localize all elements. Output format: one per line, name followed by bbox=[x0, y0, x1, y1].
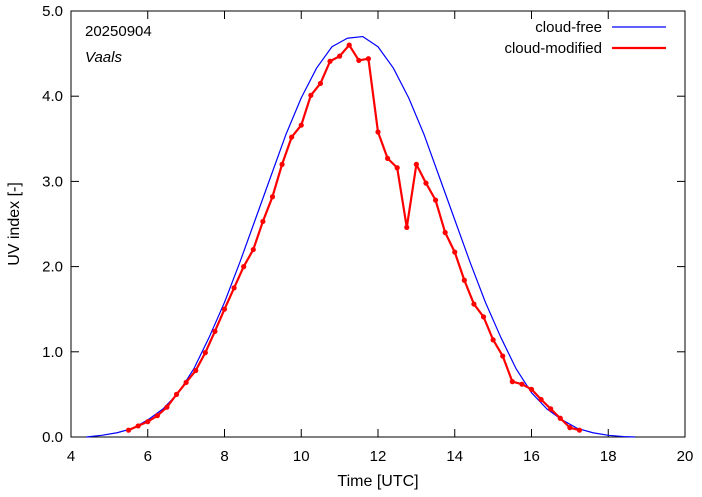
x-tick-label: 14 bbox=[446, 448, 463, 465]
data-point-cloud-modified bbox=[442, 229, 448, 236]
data-point-cloud-modified bbox=[317, 80, 324, 87]
data-point-cloud-modified bbox=[394, 165, 400, 171]
data-point-cloud-modified bbox=[452, 249, 458, 255]
x-tick-label: 4 bbox=[67, 448, 75, 465]
data-point-cloud-modified bbox=[193, 367, 199, 374]
data-point-cloud-modified bbox=[327, 58, 333, 64]
data-point-cloud-modified bbox=[308, 92, 314, 98]
data-point-cloud-modified bbox=[164, 404, 170, 410]
axis-tick-labels: 4 6 8 10 12 14 16 18 20 0.0 1.0 2.0 3.0 4.0 5.0 bbox=[42, 3, 693, 465]
y-tick-label: 2.0 bbox=[42, 259, 63, 276]
date-annotation: 20250904 bbox=[85, 23, 152, 40]
location-annotation: Vaals bbox=[85, 49, 122, 66]
y-tick-label: 1.0 bbox=[42, 344, 63, 361]
data-point-cloud-modified bbox=[279, 161, 285, 167]
data-point-cloud-modified bbox=[471, 301, 477, 307]
data-point-cloud-modified bbox=[384, 155, 391, 161]
data-point-cloud-modified bbox=[269, 194, 276, 200]
series-layer bbox=[86, 35, 636, 438]
data-point-cloud-modified bbox=[519, 381, 525, 387]
x-tick-label: 10 bbox=[293, 448, 310, 465]
data-point-cloud-modified bbox=[145, 419, 151, 425]
x-tick-label: 12 bbox=[370, 448, 387, 465]
data-point-cloud-modified bbox=[500, 353, 506, 359]
legend-label-cloud-free: cloud-free bbox=[535, 19, 602, 36]
data-point-cloud-modified bbox=[337, 53, 343, 59]
data-point-cloud-modified bbox=[576, 427, 583, 433]
data-point-cloud-modified bbox=[221, 306, 228, 312]
data-point-cloud-modified bbox=[346, 42, 352, 48]
axis-ticks bbox=[70, 10, 686, 438]
data-point-cloud-modified bbox=[298, 122, 304, 128]
data-point-cloud-modified bbox=[509, 379, 515, 385]
series-line-cloud-modified bbox=[128, 43, 580, 432]
data-point-cloud-modified bbox=[212, 328, 218, 334]
series-line-cloud-free bbox=[86, 35, 636, 438]
data-point-cloud-modified bbox=[250, 246, 256, 253]
data-point-cloud-modified bbox=[125, 427, 132, 433]
data-point-cloud-modified bbox=[241, 264, 247, 270]
x-tick-label: 8 bbox=[220, 448, 228, 465]
y-tick-label: 0.0 bbox=[42, 429, 63, 446]
data-point-cloud-modified bbox=[135, 423, 141, 429]
y-axis-label: UV index [-] bbox=[6, 182, 23, 266]
y-tick-label: 4.0 bbox=[42, 88, 63, 105]
y-tick-label: 5.0 bbox=[42, 3, 63, 20]
x-axis-label: Time [UTC] bbox=[337, 473, 418, 490]
data-point-cloud-modified bbox=[260, 218, 266, 225]
data-point-cloud-modified bbox=[356, 57, 362, 64]
data-point-cloud-modified bbox=[202, 350, 208, 356]
x-tick-label: 20 bbox=[677, 448, 694, 465]
data-point-cloud-modified bbox=[404, 224, 410, 231]
data-point-cloud-modified bbox=[557, 415, 563, 421]
data-point-cloud-modified bbox=[365, 56, 372, 62]
x-tick-label: 18 bbox=[600, 448, 617, 465]
data-point-cloud-modified bbox=[548, 406, 554, 412]
data-point-cloud-modified bbox=[480, 314, 487, 320]
data-point-cloud-modified bbox=[528, 386, 535, 392]
data-point-cloud-modified bbox=[413, 161, 419, 167]
data-point-cloud-modified bbox=[173, 391, 180, 397]
plot-frame bbox=[70, 10, 686, 438]
data-point-cloud-modified bbox=[183, 379, 189, 386]
data-point-cloud-modified bbox=[538, 396, 544, 403]
data-point-cloud-modified bbox=[432, 197, 439, 203]
data-point-cloud-modified bbox=[375, 129, 381, 135]
data-point-cloud-modified bbox=[289, 134, 295, 140]
data-point-cloud-modified bbox=[567, 425, 573, 431]
legend-label-cloud-modified: cloud-modified bbox=[504, 40, 602, 57]
data-point-cloud-modified bbox=[461, 277, 467, 283]
x-tick-label: 16 bbox=[523, 448, 540, 465]
data-point-cloud-modified bbox=[490, 337, 496, 343]
y-tick-label: 3.0 bbox=[42, 173, 63, 190]
data-point-cloud-modified bbox=[231, 285, 237, 291]
data-point-cloud-modified bbox=[423, 180, 429, 186]
data-point-cloud-modified bbox=[154, 413, 160, 419]
x-tick-label: 6 bbox=[144, 448, 152, 465]
legend: cloud-free cloud-modified bbox=[504, 19, 666, 57]
